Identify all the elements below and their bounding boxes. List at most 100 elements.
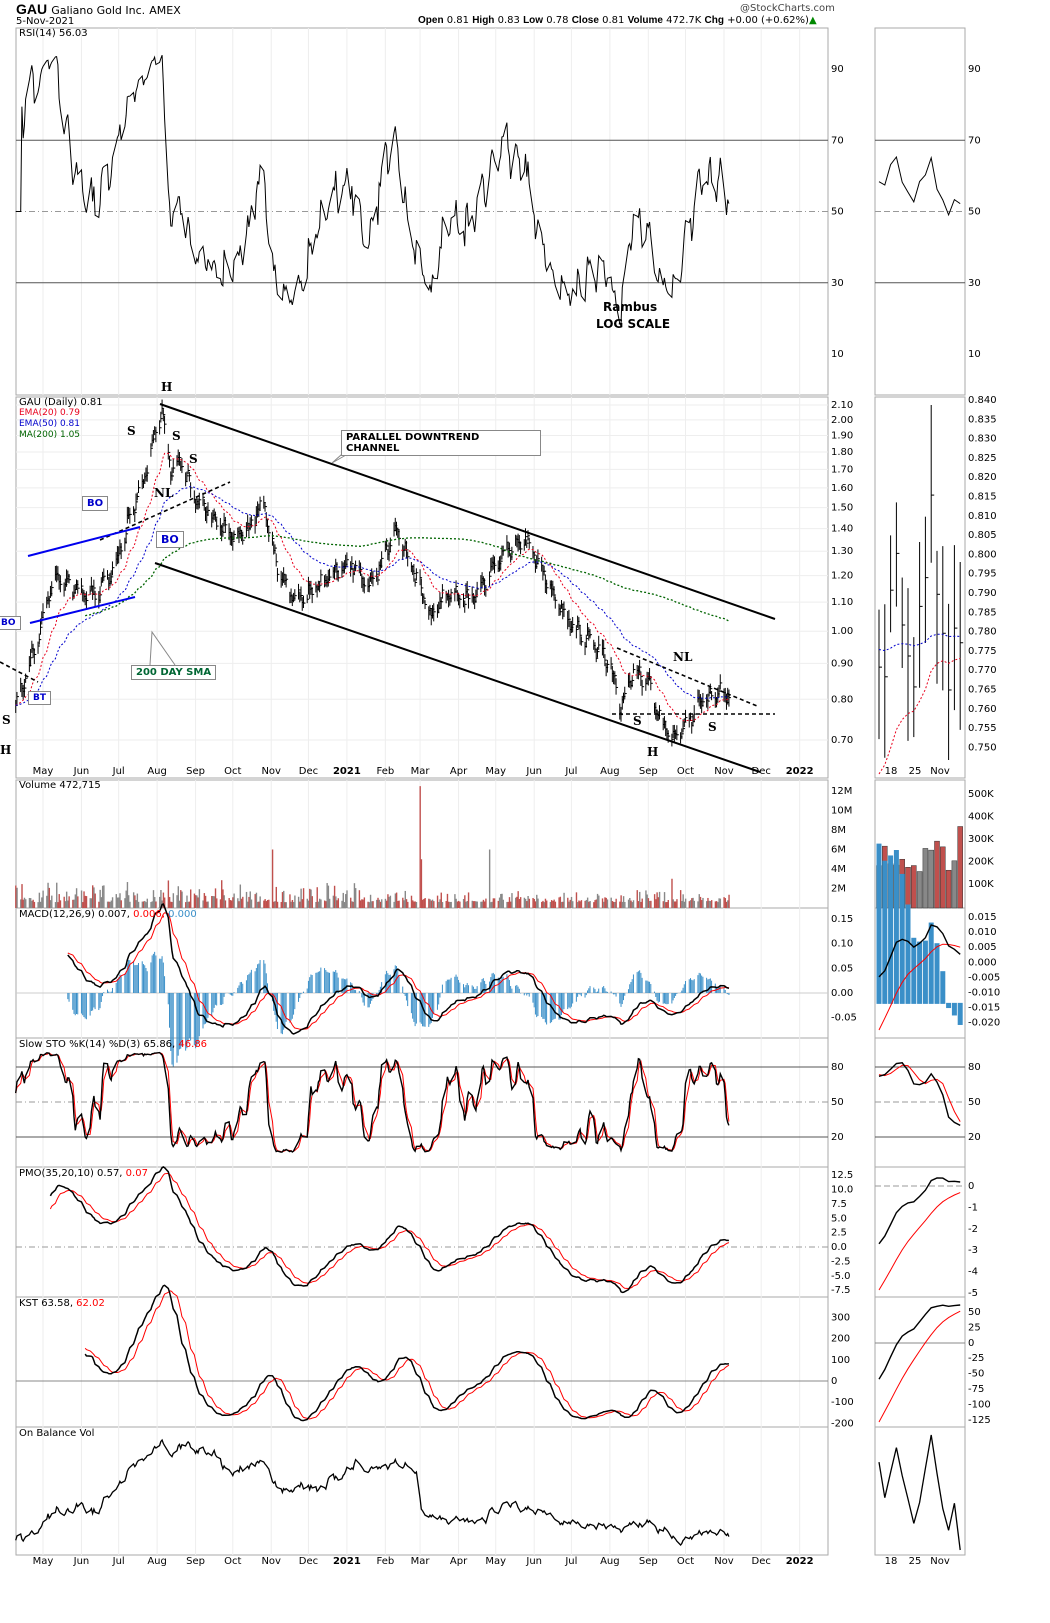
volume-bar: [135, 900, 137, 908]
volume-bar: [141, 901, 144, 908]
annotation-shoulder: S: [708, 720, 717, 734]
volume-bar: [488, 849, 491, 908]
volume-bar: [129, 901, 131, 908]
volume-bar: [549, 901, 552, 908]
volume-bar: [359, 900, 362, 908]
x-tick-label: Jun: [73, 766, 90, 777]
right-sto-d-line: [878, 1064, 961, 1122]
volume-bar: [85, 896, 88, 908]
volume-bar: [106, 901, 109, 908]
volume-bar: [306, 898, 309, 908]
volume-bar: [346, 890, 348, 908]
right-pmo-axis-label: 0: [968, 1181, 974, 1192]
volume-bar: [343, 902, 346, 908]
volume-bar: [552, 900, 554, 908]
volume-bar: [160, 890, 162, 908]
rsi-axis-label: 90: [968, 64, 981, 75]
volume-bar: [46, 895, 48, 908]
volume-bar: [51, 895, 53, 908]
right-price-axis-label: 0.770: [968, 665, 997, 676]
volume-bar: [94, 893, 96, 908]
macd-line: [67, 903, 730, 1035]
volume-bar: [534, 901, 537, 908]
right-volume-axis-label: 100K: [968, 879, 994, 890]
volume-bar: [601, 898, 604, 908]
volume-bar: [562, 901, 564, 908]
right-macd-histogram-bar: [917, 941, 923, 1004]
volume-bar: [29, 898, 32, 908]
right-price-axis-label: 0.825: [968, 453, 997, 464]
volume-bar: [378, 899, 380, 908]
right-pmo-axis-label: -2: [968, 1224, 978, 1235]
volume-bar: [714, 901, 717, 908]
volume-bar: [170, 901, 172, 908]
x-tick-label: Nov: [714, 1556, 734, 1567]
rsi-axis-label: 30: [968, 278, 981, 289]
volume-bar: [579, 901, 581, 908]
annotation-channel-label: PARALLEL DOWNTREND CHANNEL: [341, 430, 541, 456]
volume-bar: [393, 901, 395, 908]
volume-bar: [111, 897, 114, 908]
right-price-axis-label: 0.805: [968, 530, 997, 541]
volume-bar: [641, 898, 643, 908]
volume-bar: [533, 899, 535, 908]
right-macd-axis-label: 0.005: [968, 942, 997, 953]
volume-bar: [266, 900, 269, 908]
x-tick-label: 2022: [786, 1556, 814, 1567]
volume-bar: [490, 902, 492, 908]
price-axis-label: 1.80: [831, 447, 853, 458]
right-x-tick-label: 25: [909, 766, 922, 777]
volume-bar: [41, 897, 43, 908]
volume-bar: [598, 895, 600, 908]
volume-bar: [193, 893, 196, 908]
x-tick-label: 2021: [333, 1556, 361, 1567]
volume-bar: [631, 902, 633, 908]
volume-bar: [498, 897, 501, 908]
right-pmo-axis-label: -1: [968, 1202, 978, 1213]
volume-bar: [116, 897, 119, 908]
right-macd-signal-line: [878, 943, 961, 1031]
right-volume-bar: [911, 865, 917, 909]
volume-bar: [290, 901, 292, 908]
volume-bar: [168, 897, 171, 908]
volume-bar: [397, 900, 399, 908]
volume-bar: [259, 896, 261, 908]
volume-bar: [485, 898, 487, 908]
right-macd-histogram-bar: [940, 971, 946, 1004]
macd-axis-label: 0.00: [831, 988, 853, 999]
volume-bar: [311, 896, 313, 908]
volume-bar: [624, 901, 626, 908]
right-pmo-axis-label: -3: [968, 1245, 978, 1256]
ma200-legend: MA(200) 1.05: [19, 430, 81, 440]
volume-bar: [335, 896, 337, 908]
volume-bar: [233, 893, 235, 908]
volume-bar: [517, 891, 519, 908]
volume-bar: [265, 901, 268, 908]
volume-bar: [54, 902, 57, 908]
right-x-tick-label: Nov: [930, 1556, 950, 1567]
volume-axis-label: 12M: [831, 786, 852, 797]
kst-signal-line: [84, 1290, 730, 1420]
rsi-axis-label: 50: [968, 207, 981, 218]
volume-bar: [559, 896, 562, 908]
right-kst-line: [878, 1304, 961, 1380]
volume-bar: [181, 891, 183, 908]
right-macd-histogram-bar: [928, 922, 934, 1004]
volume-bar: [292, 901, 295, 908]
volume-bar: [146, 898, 148, 908]
volume-bar: [367, 901, 369, 908]
volume-bar: [464, 895, 466, 908]
volume-bar: [541, 901, 543, 908]
rsi-axis-label: 50: [831, 207, 844, 218]
volume-bar: [708, 900, 710, 908]
right-kst-axis-label: -100: [968, 1399, 991, 1410]
volume-bar: [414, 901, 416, 908]
volume-bar: [126, 882, 129, 908]
volume-bar: [655, 899, 657, 908]
x-tick-label: May: [33, 766, 54, 777]
right-price-axis-label: 0.785: [968, 607, 997, 618]
pmo-axis-label: -7.5: [831, 1285, 851, 1296]
volume-bar: [211, 895, 213, 908]
panel-frame: [15, 1426, 829, 1556]
volume-bar: [336, 900, 338, 908]
